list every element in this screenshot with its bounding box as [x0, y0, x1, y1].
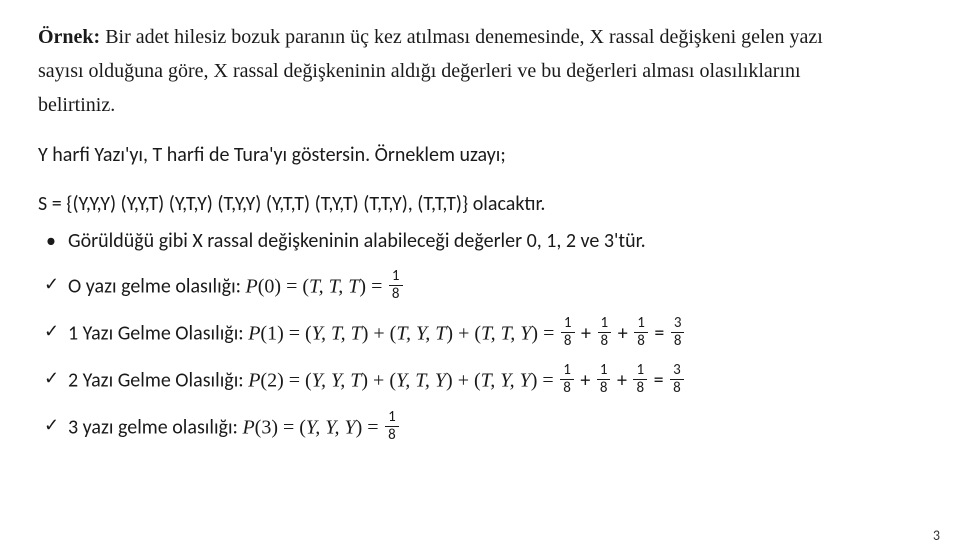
p3-close: ) = [356, 416, 379, 438]
p1-t3: T, T, Y [481, 322, 531, 344]
sample-space-line: S = {(Y,Y,Y) (Y,Y,T) (Y,T,Y) (T,Y,Y) (Y,… [38, 189, 922, 220]
para1-rest1: Bir adet hilesiz bozuk paranın üç kez at… [100, 26, 823, 48]
goruldu-text: Görüldüğü gibi X rassal değişkeninin ala… [68, 229, 646, 253]
ornek-label: Örnek: [38, 26, 100, 48]
example-paragraph: Örnek: Bir adet hilesiz bozuk paranın üç… [38, 20, 922, 122]
para1-line3: belirtiniz. [38, 94, 115, 116]
p1-t1: Y, T, T [312, 322, 362, 344]
p2-arg: (2) = ( [260, 369, 311, 391]
p0-frac: 18 [389, 269, 403, 302]
p1-m1: ) + ( [362, 322, 397, 344]
p0-close: ) = [359, 275, 382, 297]
p2-f3: 18 [633, 363, 647, 396]
p2-f1: 18 [560, 363, 574, 396]
p1-eq: = [654, 321, 664, 345]
harfi-line: Y harfi Yazı'yı, T harfi de Tura'yı göst… [38, 140, 922, 171]
p2-plus2: + [617, 368, 627, 392]
p1-plus1: + [581, 321, 591, 345]
p1-m2: ) + ( [446, 322, 481, 344]
p2-t1: Y, Y, T [312, 369, 362, 391]
page-number: 3 [933, 527, 940, 544]
para1-line2: sayısı olduğuna göre, X rassal değişkeni… [38, 60, 801, 82]
p2-t3: T, Y, Y [481, 369, 531, 391]
p3-arg: (3) = ( [255, 416, 306, 438]
p1-prefix: 1 Yazı Gelme Olasılığı: [68, 321, 248, 345]
p2-plus1: + [580, 368, 590, 392]
p3-prefix: 3 yazı gelme olasılığı: [68, 415, 242, 439]
p3-row: 3 yazı gelme olasılığı: P(3) = (Y, Y, Y)… [38, 412, 922, 445]
p0-arg: (0) = ( [258, 275, 309, 297]
p1-fr: 38 [671, 316, 685, 349]
p0-P: P [246, 275, 258, 297]
p3-P: P [242, 416, 254, 438]
p1-t2: T, Y, T [396, 322, 446, 344]
p3-frac: 18 [385, 410, 399, 443]
p2-eq: = [654, 368, 664, 392]
p0-prefix: O yazı gelme olasılığı: [68, 274, 246, 298]
p1-arg: (1) = ( [260, 322, 311, 344]
p2-close: ) = [531, 369, 554, 391]
p2-P: P [248, 369, 260, 391]
p1-close: ) = [531, 322, 554, 344]
p0-tuple: T, T, T [309, 275, 359, 297]
p2-fr: 38 [670, 363, 684, 396]
goruldu-bullet: Görüldüğü gibi X rassal değişkeninin ala… [38, 226, 922, 257]
p2-row: 2 Yazı Gelme Olasılığı: P(2) = (Y, Y, T)… [38, 365, 922, 398]
p1-plus2: + [618, 321, 628, 345]
p2-m2: ) + ( [446, 369, 481, 391]
p2-m1: ) + ( [361, 369, 396, 391]
p1-P: P [248, 322, 260, 344]
p1-f2: 18 [598, 316, 612, 349]
p1-f3: 18 [634, 316, 648, 349]
p2-t2: Y, T, Y [396, 369, 446, 391]
p2-f2: 18 [597, 363, 611, 396]
p2-prefix: 2 Yazı Gelme Olasılığı: [68, 368, 248, 392]
p1-row: 1 Yazı Gelme Olasılığı: P(1) = (Y, T, T)… [38, 318, 922, 351]
p1-f1: 18 [561, 316, 575, 349]
p3-tuple: Y, Y, Y [306, 416, 356, 438]
p0-row: O yazı gelme olasılığı: P(0) = (T, T, T)… [38, 271, 922, 304]
